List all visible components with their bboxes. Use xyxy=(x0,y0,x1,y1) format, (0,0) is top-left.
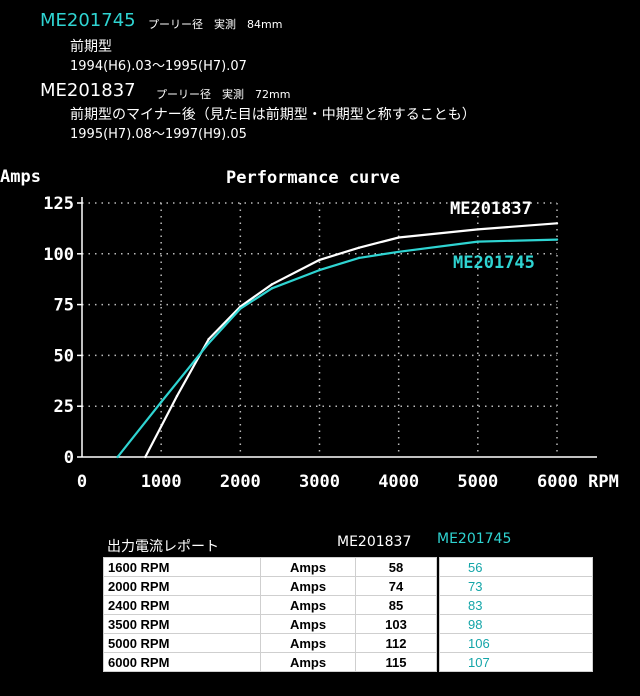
report-gap xyxy=(436,557,440,577)
axes xyxy=(77,197,597,458)
data-point-me201837 xyxy=(555,222,559,225)
performance-chart: Amps Performance curve 0 25 50 75 100 125 0 10… xyxy=(0,167,619,492)
x-tick-label: 0 xyxy=(77,472,87,492)
output-report-table: 1600 RPM Amps 58 56 2000 RPM Amps 74 73 2400 RPM… xyxy=(103,557,593,672)
y-tick-labels: 0 25 50 75 100 125 xyxy=(43,194,74,468)
x-tick-label: 5000 xyxy=(457,472,498,492)
data-point-me201837 xyxy=(144,455,147,459)
model-label-me201745: ME201745 xyxy=(40,10,136,31)
production-period-2: 1995(H7).08〜1997(H9).05 xyxy=(70,127,247,142)
report-col-me201745: ME201745 xyxy=(437,531,512,547)
report-gap xyxy=(436,614,440,634)
report-me201837-cell: 58 xyxy=(355,557,437,577)
data-point-me201745 xyxy=(555,238,559,241)
report-row: 2400 RPM Amps 85 83 xyxy=(103,595,593,615)
data-point-me201837 xyxy=(318,258,321,262)
pulley-note-me201837: プーリー径 実測 72mm xyxy=(156,88,291,101)
generation-label-early: 前期型 xyxy=(70,39,112,55)
series-label-me201745: ME201745 xyxy=(453,253,535,273)
report-me201745-cell: 98 xyxy=(439,614,593,634)
data-point-me201745 xyxy=(476,240,480,243)
report-rpm-cell: 3500 RPM xyxy=(103,614,261,634)
report-me201837-cell: 112 xyxy=(355,633,437,653)
series-label-me201837: ME201837 xyxy=(450,199,532,219)
y-tick-label: 25 xyxy=(54,397,74,417)
report-gap xyxy=(436,652,440,672)
series-line-me201837 xyxy=(144,222,558,458)
generation-label-minor: 前期型のマイナー後（見た目は前期型・中期型と称することも） xyxy=(70,107,476,123)
report-me201745-cell: 107 xyxy=(439,652,593,672)
report-rpm-cell: 5000 RPM xyxy=(103,633,261,653)
chart-title: Performance curve xyxy=(226,168,400,188)
model-label-me201837: ME201837 xyxy=(40,80,136,101)
data-point-me201837 xyxy=(357,246,361,249)
report-me201745-cell: 106 xyxy=(439,633,593,653)
series-line-me201745 xyxy=(116,238,558,458)
x-tick-label: 6000 RPM xyxy=(537,472,619,492)
report-gap xyxy=(436,633,440,653)
x-tick-label: 4000 xyxy=(378,472,419,492)
report-unit-cell: Amps xyxy=(260,576,356,596)
report-rpm-cell: 1600 RPM xyxy=(103,557,261,577)
y-tick-label: 50 xyxy=(54,346,74,366)
report-unit-cell: Amps xyxy=(260,557,356,577)
data-point-me201745 xyxy=(116,455,119,459)
report-gap xyxy=(436,595,440,615)
y-tick-label: 75 xyxy=(54,296,74,316)
report-unit-cell: Amps xyxy=(260,633,356,653)
x-tick-label: 2000 xyxy=(220,472,261,492)
report-me201837-cell: 85 xyxy=(355,595,437,615)
data-point-me201745 xyxy=(207,342,210,345)
data-point-me201745 xyxy=(159,400,163,404)
grid-lines xyxy=(82,202,558,457)
report-me201745-cell: 73 xyxy=(439,576,593,596)
x-tick-label: 3000 xyxy=(299,472,340,492)
y-tick-label: 100 xyxy=(43,245,74,265)
report-me201837-cell: 115 xyxy=(355,652,437,672)
production-period-1: 1994(H6).03〜1995(H7).07 xyxy=(70,59,247,74)
report-rpm-cell: 2400 RPM xyxy=(103,595,261,615)
data-point-me201745 xyxy=(270,287,274,290)
x-tick-labels: 0 1000 2000 3000 4000 5000 6000 RPM xyxy=(77,472,619,492)
report-unit-cell: Amps xyxy=(260,614,356,634)
report-unit-cell: Amps xyxy=(260,595,356,615)
data-point-me201837 xyxy=(175,394,179,398)
data-point-me201837 xyxy=(207,337,210,341)
report-row: 1600 RPM Amps 58 56 xyxy=(103,557,593,577)
data-point-me201745 xyxy=(239,307,242,310)
report-row: 5000 RPM Amps 112 106 xyxy=(103,633,593,653)
pulley-note-me201745: プーリー径 実測 84mm xyxy=(148,18,283,31)
data-point-me201837 xyxy=(397,236,400,239)
y-tick-label: 0 xyxy=(64,448,74,468)
report-me201837-cell: 74 xyxy=(355,576,437,596)
report-row: 3500 RPM Amps 103 98 xyxy=(103,614,593,634)
data-point-me201745 xyxy=(357,256,361,260)
x-tick-label: 1000 xyxy=(141,472,182,492)
report-row: 2000 RPM Amps 74 73 xyxy=(103,576,593,596)
report-rpm-cell: 6000 RPM xyxy=(103,652,261,672)
report-row: 6000 RPM Amps 115 107 xyxy=(103,652,593,672)
report-title: 出力電流レポート xyxy=(107,539,219,555)
report-me201837-cell: 103 xyxy=(355,614,437,634)
y-tick-label: 125 xyxy=(43,194,74,214)
report-me201745-cell: 83 xyxy=(439,595,593,615)
report-me201745-cell: 56 xyxy=(439,557,593,577)
data-point-me201837 xyxy=(476,228,480,231)
report-rpm-cell: 2000 RPM xyxy=(103,576,261,596)
report-gap xyxy=(436,576,440,596)
data-point-me201745 xyxy=(318,268,321,272)
series-lines xyxy=(116,222,559,459)
report-col-me201837: ME201837 xyxy=(337,534,412,550)
y-axis-label: Amps xyxy=(0,167,41,187)
data-point-me201745 xyxy=(397,250,400,253)
data-point-me201837 xyxy=(270,283,274,286)
report-unit-cell: Amps xyxy=(260,652,356,672)
